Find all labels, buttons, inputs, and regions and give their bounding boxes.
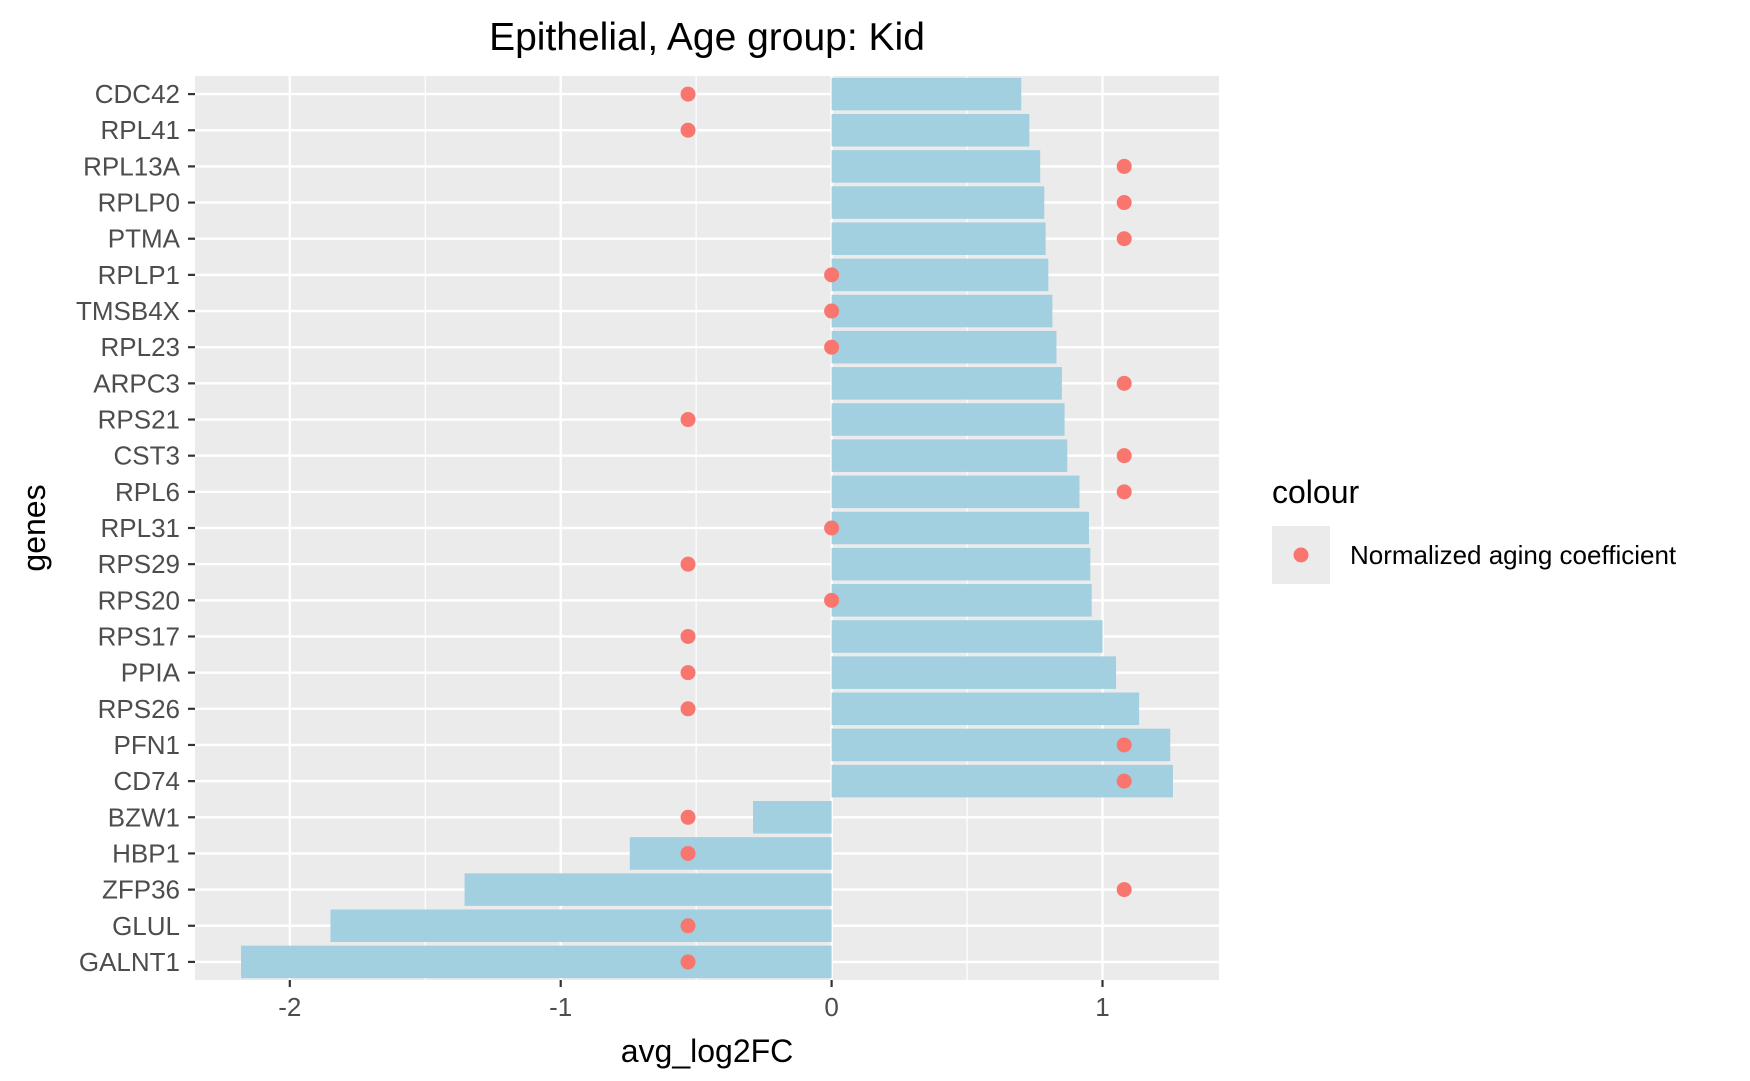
bar	[831, 692, 1140, 726]
x-tick-label: 0	[824, 992, 838, 1022]
point	[1116, 231, 1132, 247]
point	[824, 339, 840, 355]
y-tick-label: GALNT1	[79, 947, 180, 977]
bar	[831, 113, 1030, 147]
y-tick-label: BZW1	[108, 802, 180, 832]
y-tick-label: PFN1	[114, 730, 180, 760]
point	[1116, 773, 1132, 789]
y-tick-label: GLUL	[112, 911, 180, 941]
point	[1116, 737, 1132, 753]
y-tick-label: RPS20	[98, 585, 180, 615]
y-tick-label: CD74	[114, 766, 180, 796]
bar	[831, 403, 1065, 436]
bars	[241, 77, 1173, 979]
y-tick-label: PTMA	[108, 224, 181, 254]
y-tick-label: RPS21	[98, 405, 180, 435]
x-tick-label: -2	[278, 992, 301, 1022]
bar	[831, 330, 1057, 364]
x-axis: -2 -1 0 1	[278, 980, 1110, 1022]
point	[824, 303, 840, 319]
bar	[831, 656, 1117, 689]
bar	[831, 222, 1046, 255]
point	[824, 520, 840, 536]
y-tick-label: ZFP36	[102, 875, 180, 905]
point	[680, 86, 696, 102]
point	[1116, 375, 1132, 391]
bar	[831, 620, 1103, 653]
legend-point	[1293, 547, 1309, 563]
y-tick-label: RPS29	[98, 549, 180, 579]
point	[680, 918, 696, 934]
legend: colour Normalized aging coefficient	[1272, 474, 1677, 584]
y-tick-label: RPS17	[98, 621, 180, 651]
point	[680, 845, 696, 861]
bar	[831, 186, 1045, 219]
points	[680, 86, 1132, 970]
y-tick-label: RPL41	[101, 115, 181, 145]
x-axis-title: avg_log2FC	[621, 1033, 794, 1069]
x-tick-label: -1	[549, 992, 572, 1022]
y-tick-label: HBP1	[112, 838, 180, 868]
y-tick-label: RPL23	[101, 332, 181, 362]
y-tick-label: ARPC3	[93, 368, 180, 398]
bar	[831, 547, 1091, 581]
point	[1116, 158, 1132, 174]
y-tick-label: RPL13A	[83, 151, 180, 181]
point	[680, 122, 696, 138]
point	[680, 701, 696, 717]
point	[1116, 882, 1132, 898]
point	[1116, 448, 1132, 464]
point	[680, 556, 696, 572]
bar	[831, 584, 1092, 617]
bar	[831, 764, 1173, 798]
bar	[831, 77, 1022, 111]
y-axis: CDC42 RPL41 RPL13A RPLP0 PTMA RPLP1 TMSB4X RPL2…	[76, 79, 195, 977]
bar	[831, 258, 1049, 292]
y-tick-label: RPL31	[101, 513, 181, 543]
bar	[330, 909, 832, 943]
legend-title: colour	[1272, 474, 1360, 510]
y-tick-label: CDC42	[95, 79, 180, 109]
y-axis-title: genes	[16, 484, 52, 571]
chart-title: Epithelial, Age group: Kid	[489, 16, 925, 59]
y-tick-label: RPL6	[115, 477, 180, 507]
x-tick-label: 1	[1095, 992, 1109, 1022]
point	[680, 665, 696, 681]
bar	[831, 475, 1080, 509]
point	[680, 809, 696, 825]
bar	[629, 837, 832, 870]
point	[824, 592, 840, 608]
legend-label: Normalized aging coefficient	[1350, 540, 1677, 570]
point	[1116, 195, 1132, 211]
y-tick-label: RPLP1	[98, 260, 180, 290]
bar	[831, 728, 1171, 762]
y-tick-label: TMSB4X	[76, 296, 180, 326]
bar	[831, 511, 1089, 545]
bar	[831, 439, 1068, 472]
point	[1116, 484, 1132, 500]
point	[824, 267, 840, 283]
bar	[753, 801, 832, 834]
bar	[464, 873, 832, 906]
y-tick-label: RPLP0	[98, 188, 180, 218]
bar	[831, 294, 1053, 328]
bar	[831, 367, 1062, 400]
y-tick-label: CST3	[114, 441, 180, 471]
point	[680, 954, 696, 970]
point	[680, 412, 696, 428]
bar	[831, 150, 1041, 183]
point	[680, 628, 696, 644]
y-tick-label: PPIA	[121, 658, 181, 688]
y-tick-label: RPS26	[98, 694, 180, 724]
bar	[241, 945, 832, 979]
